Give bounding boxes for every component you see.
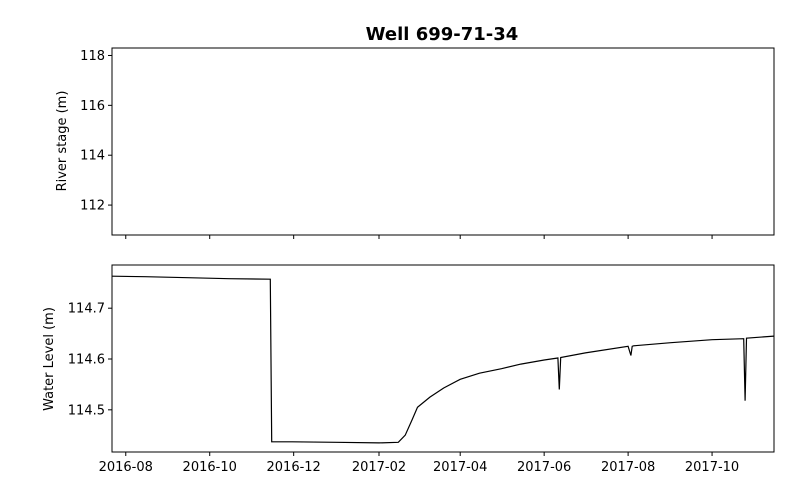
water-level-ytick-label: 114.6 [68,353,105,368]
water-level-xtick-label: 2017-06 [517,460,571,475]
river-stage-ytick-label: 112 [80,199,105,214]
river-stage-x-ticks [125,235,713,239]
chart-title: Well 699-71-34 [366,24,519,45]
water-level-xtick-label: 2016-10 [183,460,237,475]
water-level-xtick-label: 2017-04 [433,460,487,475]
water-level-series [111,275,775,444]
river-stage-plot-area [111,47,775,236]
river-stage-ytick-label: 114 [80,149,105,164]
water-level-plot-area [111,264,775,453]
water-level-x-ticks: 2016-08 2016-10 2016-12 2017-02 2017-04 2017-… [99,452,739,475]
water-level-xtick-label: 2016-08 [99,460,153,475]
river-stage-ylabel: River stage (m) [55,91,70,192]
water-level-line [111,275,775,444]
water-level-xtick-label: 2017-08 [601,460,655,475]
river-stage-panel: 112 114 116 118 River stage (m) [55,47,775,239]
river-stage-ytick-label: 118 [80,49,105,64]
water-level-ylabel: Water Level (m) [42,307,57,411]
water-level-xtick-label: 2017-10 [685,460,739,475]
river-stage-y-ticks: 112 114 116 118 [80,49,112,214]
water-level-xtick-label: 2016-12 [267,460,321,475]
river-stage-ytick-label: 116 [80,99,105,114]
water-level-ytick-label: 114.5 [68,403,105,418]
water-level-ytick-label: 114.7 [68,302,105,317]
water-level-y-ticks: 114.5 114.6 114.7 [68,302,112,418]
water-level-xtick-label: 2017-02 [352,460,406,475]
